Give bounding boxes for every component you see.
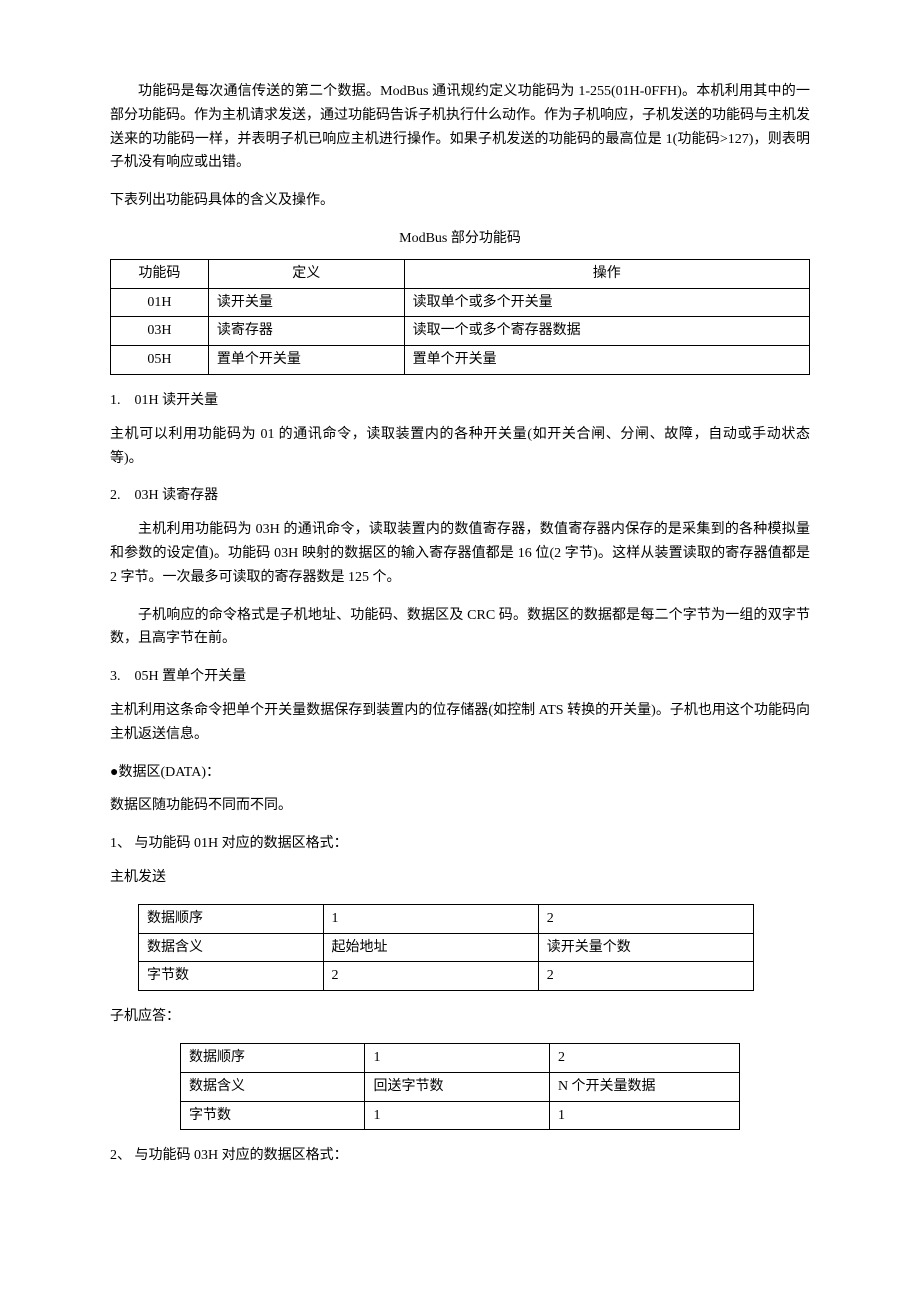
- cell: 读开关量: [208, 288, 404, 317]
- label-host-send: 主机发送: [110, 866, 810, 890]
- cell: 字节数: [181, 1101, 365, 1130]
- table-row: 03H 读寄存器 读取一个或多个寄存器数据: [111, 317, 810, 346]
- cell: 数据含义: [181, 1072, 365, 1101]
- cell: 1: [323, 904, 538, 933]
- paragraph-05h: 主机利用这条命令把单个开关量数据保存到装置内的位存储器(如控制 ATS 转换的开…: [110, 699, 810, 747]
- cell: 数据顺序: [139, 904, 324, 933]
- table-caption: ModBus 部分功能码: [110, 227, 810, 251]
- function-code-table: 功能码 定义 操作 01H 读开关量 读取单个或多个开关量 03H 读寄存器 读…: [110, 259, 810, 375]
- table-row: 数据顺序 1 2: [139, 904, 754, 933]
- cell: N 个开关量数据: [549, 1072, 739, 1101]
- heading-03h-format: 2、 与功能码 03H 对应的数据区格式：: [110, 1144, 810, 1168]
- cell: 置单个开关量: [404, 346, 809, 375]
- cell: 2: [538, 962, 753, 991]
- cell: 回送字节数: [365, 1072, 549, 1101]
- cell: 05H: [111, 346, 209, 375]
- paragraph-01h: 主机可以利用功能码为 01 的通讯命令，读取装置内的各种开关量(如开关合闸、分闸…: [110, 423, 810, 471]
- heading-05h: 3. 05H 置单个开关量: [110, 665, 810, 689]
- heading-data-area: ●数据区(DATA)：: [110, 761, 810, 785]
- cell: 置单个开关量: [208, 346, 404, 375]
- cell: 读取一个或多个寄存器数据: [404, 317, 809, 346]
- table-row: 字节数 1 1: [181, 1101, 740, 1130]
- paragraph-data-area: 数据区随功能码不同而不同。: [110, 794, 810, 818]
- cell: 2: [538, 904, 753, 933]
- host-send-table: 数据顺序 1 2 数据含义 起始地址 读开关量个数 字节数 2 2: [138, 904, 754, 991]
- cell: 起始地址: [323, 933, 538, 962]
- cell: 读寄存器: [208, 317, 404, 346]
- slave-response-table: 数据顺序 1 2 数据含义 回送字节数 N 个开关量数据 字节数 1 1: [180, 1043, 740, 1130]
- table-row: 数据含义 回送字节数 N 个开关量数据: [181, 1072, 740, 1101]
- cell: 读开关量个数: [538, 933, 753, 962]
- th-def: 定义: [208, 259, 404, 288]
- cell: 读取单个或多个开关量: [404, 288, 809, 317]
- heading-01h-format: 1、 与功能码 01H 对应的数据区格式：: [110, 832, 810, 856]
- label-slave-response: 子机应答：: [110, 1005, 810, 1029]
- table-row: 字节数 2 2: [139, 962, 754, 991]
- cell: 1: [549, 1101, 739, 1130]
- paragraph-intro: 功能码是每次通信传送的第二个数据。ModBus 通讯规约定义功能码为 1-255…: [110, 80, 810, 175]
- cell: 01H: [111, 288, 209, 317]
- th-op: 操作: [404, 259, 809, 288]
- table-row: 05H 置单个开关量 置单个开关量: [111, 346, 810, 375]
- cell: 字节数: [139, 962, 324, 991]
- cell: 2: [549, 1043, 739, 1072]
- cell: 2: [323, 962, 538, 991]
- cell: 03H: [111, 317, 209, 346]
- paragraph-03h-b: 子机响应的命令格式是子机地址、功能码、数据区及 CRC 码。数据区的数据都是每二…: [110, 604, 810, 652]
- paragraph-03h-a: 主机利用功能码为 03H 的通讯命令，读取装置内的数值寄存器，数值寄存器内保存的…: [110, 518, 810, 589]
- heading-01h: 1. 01H 读开关量: [110, 389, 810, 413]
- table-row: 数据含义 起始地址 读开关量个数: [139, 933, 754, 962]
- heading-03h: 2. 03H 读寄存器: [110, 484, 810, 508]
- cell: 1: [365, 1101, 549, 1130]
- table-row: 01H 读开关量 读取单个或多个开关量: [111, 288, 810, 317]
- cell: 1: [365, 1043, 549, 1072]
- table-row: 数据顺序 1 2: [181, 1043, 740, 1072]
- cell: 数据顺序: [181, 1043, 365, 1072]
- th-code: 功能码: [111, 259, 209, 288]
- paragraph-table-intro: 下表列出功能码具体的含义及操作。: [110, 189, 810, 213]
- cell: 数据含义: [139, 933, 324, 962]
